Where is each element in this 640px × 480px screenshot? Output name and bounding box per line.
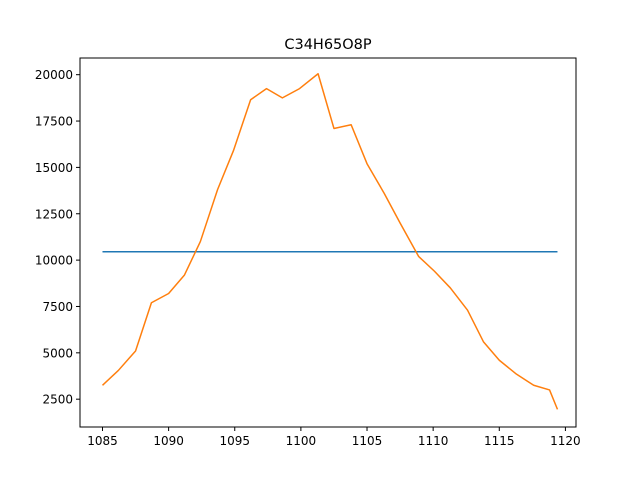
plot-series xyxy=(101,73,559,410)
y-tick-label: 2500 xyxy=(42,393,73,407)
series-line-2 xyxy=(101,73,559,410)
y-axis: 2500 5000 7500 10000 12500 15000 17500 20000 xyxy=(35,68,80,407)
x-tick-label: 1115 xyxy=(484,434,515,448)
y-tick-label: 20000 xyxy=(35,68,73,82)
y-tick-label: 5000 xyxy=(42,346,73,360)
x-tick-label: 1085 xyxy=(87,434,118,448)
y-tick-label: 12500 xyxy=(35,207,73,221)
x-tick-label: 1120 xyxy=(550,434,581,448)
x-tick-label: 1090 xyxy=(153,434,184,448)
y-tick-label: 7500 xyxy=(42,300,73,314)
x-tick-label: 1095 xyxy=(219,434,250,448)
y-tick-label: 10000 xyxy=(35,254,73,268)
x-tick-label: 1105 xyxy=(352,434,383,448)
x-tick-label: 1110 xyxy=(418,434,449,448)
x-tick-label: 1100 xyxy=(286,434,317,448)
chart-title: C34H65O8P xyxy=(284,37,372,53)
y-tick-label: 17500 xyxy=(35,115,73,129)
y-tick-label: 15000 xyxy=(35,161,73,175)
x-axis: 1085 1090 1095 1100 1105 1110 1115 1120 xyxy=(87,427,581,448)
plot-frame xyxy=(79,57,577,428)
